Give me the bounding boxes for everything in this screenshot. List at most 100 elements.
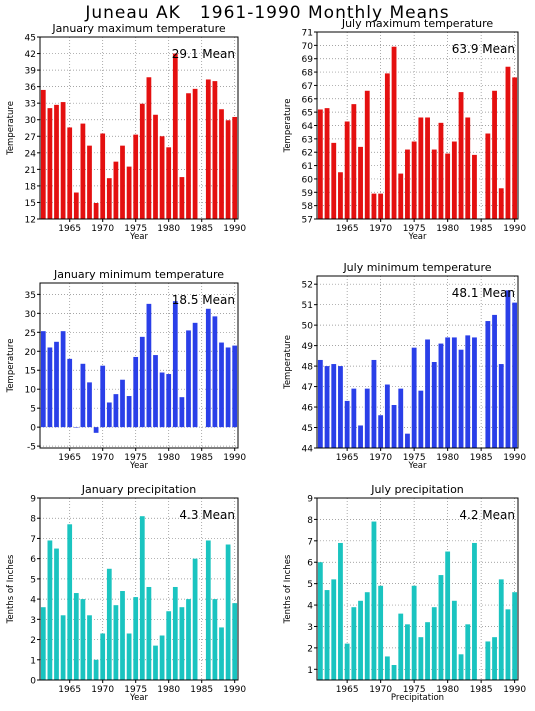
bar-1973 bbox=[398, 173, 404, 219]
bar-1973 bbox=[120, 379, 125, 428]
y-tick-label: 3 bbox=[307, 623, 313, 633]
bar-1981 bbox=[172, 53, 178, 219]
bar-1982 bbox=[458, 349, 464, 448]
jan-max-chart: January maximum temperature 12 15 18 21 24 27 3… bbox=[6, 22, 246, 242]
x-tick-label: 1975 bbox=[124, 453, 147, 463]
x-tick-label: 1975 bbox=[403, 224, 426, 234]
bar-1979 bbox=[159, 372, 165, 428]
x-tick-label: 1970 bbox=[91, 685, 114, 695]
y-tick-label: 48 bbox=[302, 363, 314, 373]
jan-min-mean-label: 18.5 Mean bbox=[172, 293, 235, 307]
jul-max-xlabel: Year bbox=[408, 232, 428, 242]
jul-max-mean-label: 63.9 Mean bbox=[452, 42, 515, 56]
bar-1973 bbox=[120, 145, 125, 219]
x-tick-label: 1990 bbox=[223, 453, 246, 463]
bar-1968 bbox=[364, 592, 370, 680]
bar-1987 bbox=[492, 314, 497, 448]
bar-1972 bbox=[113, 394, 119, 428]
y-tick-label: 44 bbox=[302, 445, 314, 455]
bar-1967 bbox=[358, 146, 363, 219]
bar-1980 bbox=[445, 153, 451, 219]
bar-1986 bbox=[485, 321, 491, 448]
bar-1972 bbox=[113, 161, 119, 219]
y-tick-label: 21 bbox=[25, 166, 36, 176]
plot-frame bbox=[39, 282, 239, 449]
bar-1971 bbox=[106, 568, 112, 680]
bar-1971 bbox=[384, 73, 390, 220]
bar-1976 bbox=[139, 516, 145, 680]
bar-1990 bbox=[512, 302, 518, 448]
bar-1971 bbox=[384, 656, 390, 680]
bar-1977 bbox=[146, 586, 152, 680]
bar-1965 bbox=[344, 643, 350, 680]
bar-1967 bbox=[80, 123, 86, 219]
y-tick-label: 47 bbox=[302, 383, 313, 393]
bar-1973 bbox=[398, 388, 404, 448]
x-tick-label: 1970 bbox=[91, 224, 114, 234]
x-tick-label: 1980 bbox=[436, 685, 459, 695]
bar-1967 bbox=[358, 600, 363, 680]
bar-1971 bbox=[384, 384, 390, 448]
x-tick-label: 1980 bbox=[436, 224, 459, 234]
y-tick-label: 6 bbox=[307, 559, 313, 569]
y-tick-label: 49 bbox=[302, 342, 314, 352]
bar-1977 bbox=[146, 77, 152, 219]
y-tick-label: 62 bbox=[302, 149, 313, 159]
bar-1988 bbox=[498, 579, 504, 680]
y-tick-label: 66 bbox=[302, 95, 314, 105]
y-tick-label: 24 bbox=[25, 149, 37, 159]
y-tick-label: 36 bbox=[25, 83, 37, 93]
bar-1980 bbox=[166, 147, 172, 219]
bar-1987 bbox=[492, 90, 497, 220]
figure-title: Juneau AK 1961-1990 Monthly Means bbox=[85, 3, 450, 23]
bar-1961 bbox=[317, 109, 323, 219]
x-tick-label: 1965 bbox=[58, 224, 81, 234]
bar-1969 bbox=[371, 193, 377, 219]
x-tick-label: 1970 bbox=[369, 453, 392, 463]
plot-frame bbox=[316, 275, 519, 449]
bar-1989 bbox=[505, 290, 511, 448]
y-tick-label: 0 bbox=[30, 424, 36, 434]
x-tick-label: 1975 bbox=[403, 453, 426, 463]
x-tick-label: 1985 bbox=[190, 453, 213, 463]
bar-1988 bbox=[219, 342, 224, 428]
jan-min-xlabel: Year bbox=[129, 461, 149, 471]
x-tick-label: 1990 bbox=[503, 224, 526, 234]
bar-1966 bbox=[351, 104, 357, 219]
y-tick-label: 10 bbox=[25, 386, 37, 396]
jan-max-xlabel: Year bbox=[129, 232, 149, 242]
bar-1970 bbox=[378, 193, 384, 219]
bar-1981 bbox=[451, 337, 457, 448]
y-tick-label: 70 bbox=[302, 42, 314, 52]
bar-1980 bbox=[166, 611, 172, 680]
bar-1974 bbox=[126, 396, 132, 428]
x-tick-label: 1985 bbox=[470, 224, 493, 234]
jul-max-ylabel: Temperature bbox=[283, 99, 293, 154]
bar-1977 bbox=[146, 303, 152, 428]
x-tick-label: 1965 bbox=[58, 453, 81, 463]
y-tick-label: 50 bbox=[302, 322, 314, 332]
y-tick-label: 20 bbox=[25, 348, 37, 358]
bar-1976 bbox=[418, 637, 424, 680]
bar-1963 bbox=[331, 142, 337, 219]
x-tick-label: 1980 bbox=[436, 453, 459, 463]
x-tick-label: 1975 bbox=[124, 685, 147, 695]
bar-1986 bbox=[205, 79, 211, 219]
y-tick-label: 45 bbox=[25, 34, 36, 44]
bar-1988 bbox=[219, 627, 224, 680]
bar-1978 bbox=[431, 607, 437, 680]
bar-1969 bbox=[93, 427, 99, 433]
bar-1974 bbox=[405, 433, 410, 448]
bar-1978 bbox=[153, 645, 158, 680]
jul-precip-mean-label: 4.2 Mean bbox=[459, 508, 515, 522]
jan-min-title: January minimum temperature bbox=[53, 268, 224, 281]
bar-1962 bbox=[47, 540, 53, 680]
bar-1964 bbox=[338, 172, 343, 219]
bar-1966 bbox=[73, 427, 79, 428]
jan-min-ylabel: Temperature bbox=[6, 339, 16, 394]
y-tick-label: 1 bbox=[30, 656, 36, 666]
bar-1967 bbox=[80, 363, 86, 428]
bar-1989 bbox=[225, 544, 231, 680]
bar-1983 bbox=[186, 599, 191, 680]
